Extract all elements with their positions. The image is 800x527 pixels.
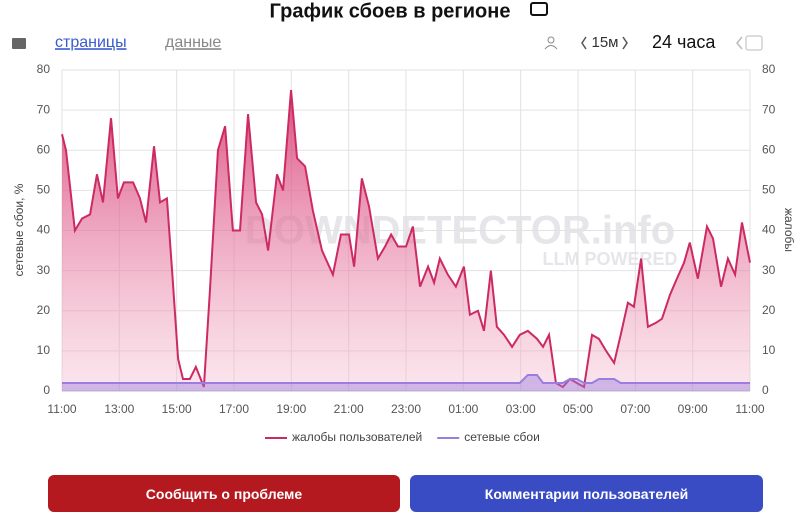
y-tick-label: 40 — [37, 223, 51, 237]
y-axis-title: сетевые сбои, % — [12, 183, 26, 276]
calendar-icon[interactable] — [745, 35, 763, 51]
camera-icon[interactable] — [12, 38, 26, 49]
y-tick-label: 80 — [37, 62, 51, 76]
monitor-icon — [530, 2, 548, 16]
x-tick-label: 05:00 — [563, 402, 593, 416]
y2-tick-label: 80 — [762, 62, 776, 76]
y2-tick-label: 10 — [762, 343, 776, 357]
legend-label: сетевые сбои — [464, 430, 540, 444]
y2-tick-label: 30 — [762, 263, 776, 277]
period[interactable]: 24 часа — [652, 32, 716, 52]
title: График сбоев в регионе — [270, 0, 511, 22]
x-tick-label: 07:00 — [620, 402, 650, 416]
y2-tick-label: 60 — [762, 142, 776, 156]
x-tick-label: 21:00 — [334, 402, 364, 416]
user-icon — [544, 45, 558, 50]
y-tick-label: 10 — [37, 343, 51, 357]
x-tick-label: 23:00 — [391, 402, 421, 416]
prev-icon[interactable] — [581, 36, 587, 50]
x-tick-label: 03:00 — [506, 402, 536, 416]
y2-axis-title: жалобы — [782, 208, 796, 252]
series-line — [62, 373, 750, 384]
series-area — [62, 90, 750, 391]
report-button[interactable]: Сообщить о проблеме — [48, 475, 400, 512]
next-icon[interactable] — [622, 36, 628, 50]
x-tick-label: 11:00 — [735, 402, 764, 416]
comments-button[interactable]: Комментарии пользователей — [410, 475, 763, 512]
interval[interactable]: 15м — [592, 34, 619, 51]
y-tick-label: 50 — [37, 183, 51, 197]
x-tick-label: 01:00 — [448, 402, 478, 416]
y-tick-label: 30 — [37, 263, 51, 277]
watermark: LLM POWERED — [543, 249, 678, 269]
user-icon[interactable] — [547, 36, 555, 44]
tab[interactable]: данные — [165, 34, 221, 51]
y-tick-label: 70 — [37, 102, 51, 116]
y2-tick-label: 70 — [762, 102, 776, 116]
y2-tick-label: 0 — [762, 383, 769, 397]
x-tick-label: 09:00 — [678, 402, 708, 416]
x-tick-label: 13:00 — [104, 402, 134, 416]
x-tick-label: 11:00 — [47, 402, 76, 416]
prev-icon[interactable] — [736, 36, 743, 50]
series-line — [61, 89, 751, 389]
y-tick-label: 0 — [43, 383, 50, 397]
y2-tick-label: 50 — [762, 183, 776, 197]
x-tick-label: 19:00 — [276, 402, 306, 416]
x-tick-label: 17:00 — [219, 402, 249, 416]
x-tick-label: 15:00 — [162, 402, 192, 416]
y2-tick-label: 20 — [762, 303, 776, 317]
y-tick-label: 60 — [37, 142, 51, 156]
legend-label: жалобы пользователей — [292, 430, 422, 444]
y-tick-label: 20 — [37, 303, 51, 317]
y2-tick-label: 40 — [762, 223, 776, 237]
tab[interactable]: страницы — [55, 34, 127, 51]
